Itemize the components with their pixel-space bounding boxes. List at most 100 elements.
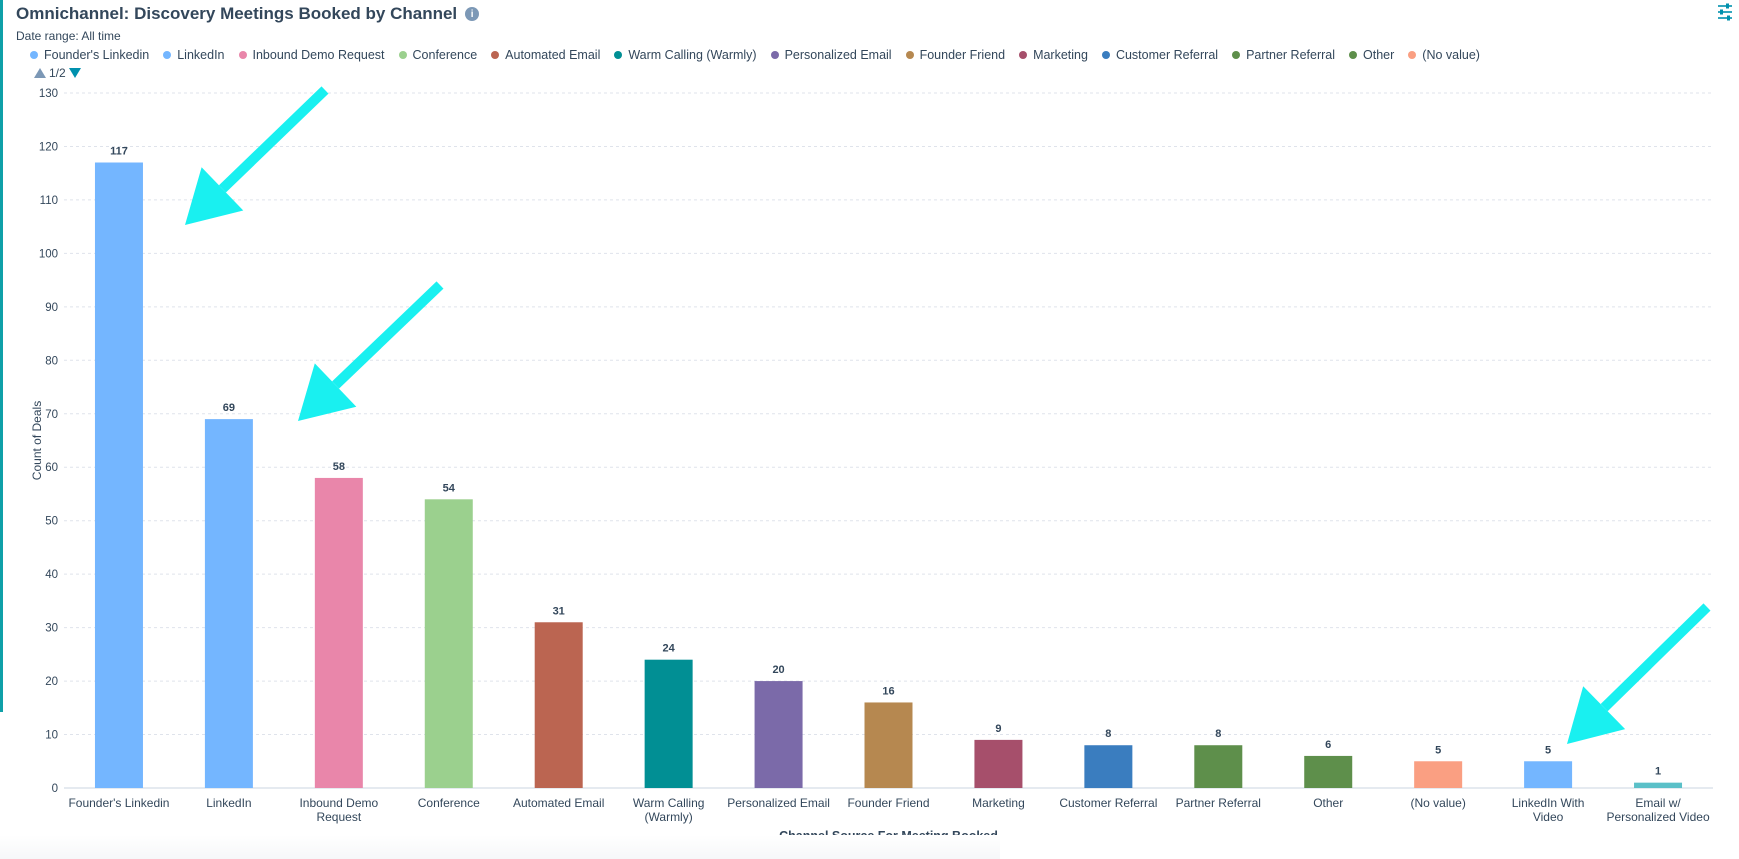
legend-swatch [398,51,407,59]
x-tick-label: Marketing [972,796,1025,810]
x-tick-label: Partner Referral [1176,796,1261,810]
bar-value-label: 24 [663,643,676,655]
legend-item[interactable]: Automated Email [491,48,600,62]
legend-item[interactable]: (No value) [1408,48,1480,62]
y-axis-label: Count of Deals [30,401,44,480]
x-tick-label: Personalized Email [727,796,830,810]
bar-value-label: 54 [443,482,456,494]
bar-value-label: 117 [110,146,128,158]
annotation-arrow [332,281,444,389]
legend-item[interactable]: Inbound Demo Request [238,48,385,62]
legend-swatch [905,51,914,59]
legend-item[interactable]: Founder Friend [905,48,1006,62]
x-tick-label: Conference [418,796,480,810]
legend-label: LinkedIn [177,48,225,62]
legend-item[interactable]: Personalized Email [770,48,892,62]
x-tick-label: (No value) [1410,796,1465,810]
y-tick-label: 0 [52,783,58,795]
bar [1524,761,1573,788]
bar-value-label: 20 [772,664,784,676]
info-circle-icon[interactable]: i [465,7,480,21]
legend-item[interactable]: Founder's Linkedin [30,48,149,62]
bar [204,419,253,788]
bar-value-label: 9 [995,723,1001,735]
legend-item[interactable]: LinkedIn [163,48,225,62]
legend-item[interactable]: Partner Referral [1232,48,1335,62]
y-tick-label: 50 [45,516,58,528]
annotation-arrowhead [298,363,357,421]
y-tick-label: 100 [39,248,58,260]
bar [864,702,913,788]
legend-swatch [1101,51,1110,59]
legend-swatch [1408,51,1417,59]
bar [314,477,363,788]
legend-label: Partner Referral [1246,48,1336,62]
y-tick-label: 40 [45,569,58,581]
legend-item[interactable]: Warm Calling (Warmly) [614,48,757,62]
legend-swatch [238,51,247,59]
legend-label: Other [1363,48,1395,62]
legend-label: Warm Calling (Warmly) [628,48,757,62]
legend-label: Automated Email [505,48,601,62]
bar-value-label: 58 [333,461,345,473]
legend-prev-page-icon[interactable] [34,68,46,78]
bar [1634,782,1683,788]
legend-item[interactable]: Customer Referral [1101,48,1218,62]
annotation-arrow [218,86,329,193]
legend-item[interactable]: Other [1349,48,1394,62]
legend-label: Founder's Linkedin [44,48,150,62]
bar-value-label: 6 [1325,739,1331,751]
page-title: Omnichannel: Discovery Meetings Booked b… [16,4,458,23]
bar [644,659,693,788]
x-tick-label: Founder's Linkedin [68,796,169,810]
legend-swatch [491,51,500,59]
x-tick-label: Email w/ [1635,796,1681,810]
legend-label: Personalized Email [784,48,892,62]
x-tick-label: LinkedIn [206,796,251,810]
y-tick-label: 120 [39,141,58,153]
y-tick-label: 70 [45,409,58,421]
bottom-shadow [0,835,1000,859]
x-tick-label: Other [1313,796,1343,810]
legend-swatch [770,51,779,59]
x-tick-label: Video [1533,810,1564,824]
bar [974,739,1023,788]
y-tick-label: 30 [45,623,58,635]
bar-value-label: 69 [223,402,235,414]
bar-value-label: 31 [553,605,565,617]
x-tick-label: (Warmly) [645,810,693,824]
annotation-arrowhead [1567,686,1626,744]
sliders-icon[interactable] [1715,2,1735,22]
legend-label: Inbound Demo Request [252,48,385,62]
report-header: Omnichannel: Discovery Meetings Booked b… [16,4,1699,24]
y-tick-label: 90 [45,302,58,314]
legend-label: Conference [412,48,478,62]
bar [1304,755,1353,788]
legend-label: Founder Friend [919,48,1006,62]
bar-value-label: 5 [1545,744,1551,756]
y-tick-label: 110 [40,195,58,207]
bar-value-label: 5 [1435,744,1441,756]
legend-next-page-icon[interactable] [68,68,81,78]
bar-value-label: 8 [1105,728,1111,740]
y-tick-label: 130 [39,88,58,100]
legend-swatch [163,51,172,59]
legend-swatch [1019,51,1028,59]
legend-swatch [614,51,623,59]
legend-label: Marketing [1033,48,1088,62]
bar [1084,745,1133,788]
legend-label: (No value) [1422,48,1480,62]
bar [1194,745,1243,788]
legend-item[interactable]: Marketing [1019,48,1088,62]
x-tick-label: LinkedIn With [1512,796,1585,810]
annotation-arrowhead [185,167,244,225]
y-tick-label: 60 [45,462,58,474]
legend-swatch [1349,51,1358,59]
x-tick-label: Request [316,810,361,824]
legend-swatch [30,51,38,59]
chart-legend: Founder's Linkedin LinkedIn Inbound Demo R… [30,48,1480,62]
bar [1414,761,1463,788]
x-tick-label: Automated Email [513,796,604,810]
legend-item[interactable]: Conference [398,48,478,62]
